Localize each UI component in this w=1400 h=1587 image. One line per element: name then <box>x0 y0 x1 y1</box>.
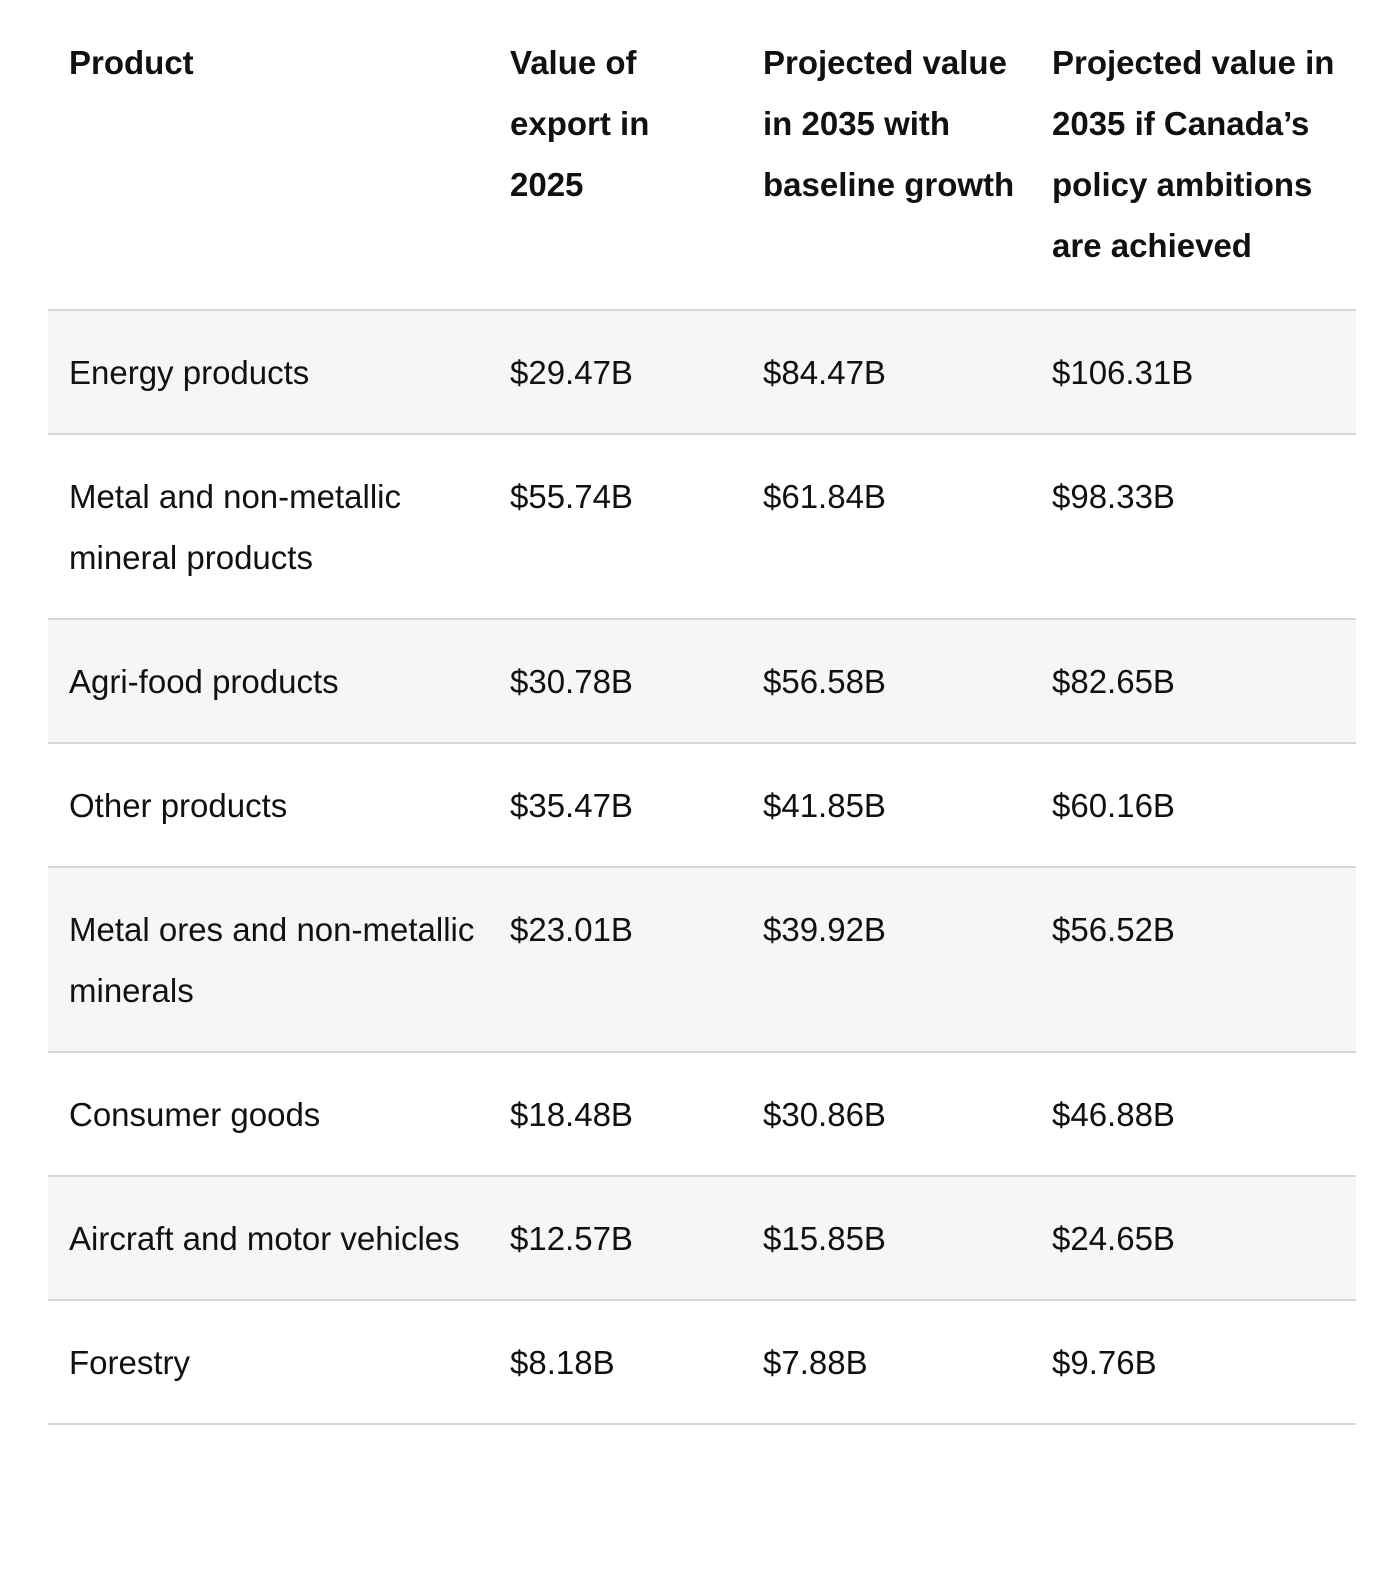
table-row: Consumer goods $18.48B $30.86B $46.88B <box>48 1051 1356 1176</box>
cell-policy-2035: $46.88B <box>1031 1051 1356 1176</box>
export-projection-table-container: Product Value of export in 2025 Projecte… <box>48 0 1356 1425</box>
cell-baseline-2035: $7.88B <box>742 1299 1031 1425</box>
cell-baseline-2035: $41.85B <box>742 742 1031 867</box>
table-row: Forestry $8.18B $7.88B $9.76B <box>48 1299 1356 1425</box>
table-body: Energy products $29.47B $84.47B $106.31B… <box>48 309 1356 1425</box>
cell-export-2025: $12.57B <box>489 1175 742 1300</box>
table-row: Other products $35.47B $41.85B $60.16B <box>48 742 1356 867</box>
cell-policy-2035: $9.76B <box>1031 1299 1356 1425</box>
cell-product: Aircraft and motor vehicles <box>48 1175 489 1300</box>
table-row: Metal ores and non-metallic minerals $23… <box>48 866 1356 1052</box>
export-projection-table: Product Value of export in 2025 Projecte… <box>48 0 1356 1425</box>
table-row: Aircraft and motor vehicles $12.57B $15.… <box>48 1175 1356 1300</box>
cell-product: Forestry <box>48 1299 489 1425</box>
cell-product: Other products <box>48 742 489 867</box>
table-row: Metal and non-metallic mineral products … <box>48 433 1356 619</box>
cell-export-2025: $35.47B <box>489 742 742 867</box>
cell-policy-2035: $106.31B <box>1031 309 1356 434</box>
header-row: Product Value of export in 2025 Projecte… <box>48 0 1356 310</box>
cell-product: Metal and non-metallic mineral products <box>48 433 489 619</box>
cell-product: Energy products <box>48 309 489 434</box>
cell-export-2025: $18.48B <box>489 1051 742 1176</box>
cell-export-2025: $23.01B <box>489 866 742 1052</box>
cell-policy-2035: $98.33B <box>1031 433 1356 619</box>
cell-baseline-2035: $15.85B <box>742 1175 1031 1300</box>
cell-export-2025: $8.18B <box>489 1299 742 1425</box>
cell-baseline-2035: $56.58B <box>742 618 1031 743</box>
cell-policy-2035: $82.65B <box>1031 618 1356 743</box>
cell-export-2025: $30.78B <box>489 618 742 743</box>
cell-product: Agri-food products <box>48 618 489 743</box>
column-header-export-2025: Value of export in 2025 <box>510 44 650 203</box>
table-header: Product Value of export in 2025 Projecte… <box>48 0 1356 310</box>
cell-baseline-2035: $30.86B <box>742 1051 1031 1176</box>
cell-policy-2035: $60.16B <box>1031 742 1356 867</box>
cell-baseline-2035: $39.92B <box>742 866 1031 1052</box>
cell-product: Consumer goods <box>48 1051 489 1176</box>
column-header-product: Product <box>69 44 194 81</box>
table-row: Agri-food products $30.78B $56.58B $82.6… <box>48 618 1356 743</box>
cell-baseline-2035: $61.84B <box>742 433 1031 619</box>
cell-export-2025: $55.74B <box>489 433 742 619</box>
cell-export-2025: $29.47B <box>489 309 742 434</box>
cell-product: Metal ores and non-metallic minerals <box>48 866 489 1052</box>
table-row: Energy products $29.47B $84.47B $106.31B <box>48 309 1356 434</box>
column-header-baseline-2035: Projected value in 2035 with baseline gr… <box>763 44 1015 203</box>
cell-baseline-2035: $84.47B <box>742 309 1031 434</box>
cell-policy-2035: $56.52B <box>1031 866 1356 1052</box>
column-header-policy-2035: Projected value in 2035 if Canada’s poli… <box>1052 44 1335 264</box>
cell-policy-2035: $24.65B <box>1031 1175 1356 1300</box>
